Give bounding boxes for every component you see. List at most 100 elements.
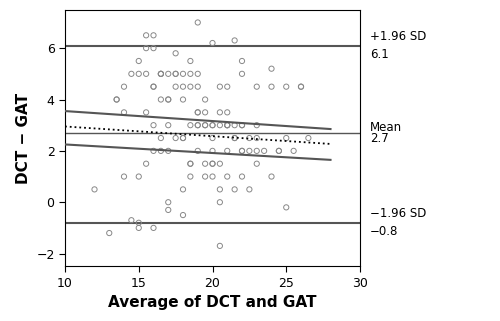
X-axis label: Average of DCT and GAT: Average of DCT and GAT (108, 295, 317, 310)
Point (128, 218, 136, 223)
Point (186, 161, 194, 166)
Point (179, 97, 187, 102)
Point (164, 97, 172, 102)
Point (135, 71, 143, 76)
Point (164, 71, 172, 76)
Point (157, 97, 165, 102)
Point (128, 71, 136, 76)
Point (216, 123, 224, 128)
Point (246, 148, 254, 153)
Point (186, 123, 194, 128)
Point (223, 110, 231, 115)
Point (304, 135, 312, 141)
Point (208, 161, 216, 166)
Point (290, 148, 298, 153)
Point (201, 97, 209, 102)
Point (150, 123, 158, 128)
Point (230, 135, 238, 141)
Point (135, 220, 143, 225)
Point (179, 213, 187, 218)
Point (208, 40, 216, 46)
Point (223, 123, 231, 128)
Point (216, 161, 224, 166)
Point (216, 243, 224, 248)
Point (194, 148, 202, 153)
Point (252, 148, 261, 153)
Point (150, 225, 158, 230)
Point (246, 135, 254, 141)
Point (252, 84, 261, 89)
Point (120, 110, 128, 115)
Text: Mean: Mean (370, 121, 402, 134)
Point (275, 148, 283, 153)
Point (223, 148, 231, 153)
Point (194, 84, 202, 89)
Text: 2.7: 2.7 (370, 132, 389, 145)
Point (179, 84, 187, 89)
Point (268, 174, 276, 179)
Point (164, 148, 172, 153)
Point (223, 84, 231, 89)
Point (260, 148, 268, 153)
Point (238, 58, 246, 64)
Point (164, 123, 172, 128)
Point (135, 174, 143, 179)
Point (208, 161, 216, 166)
Point (297, 84, 305, 89)
Point (216, 84, 224, 89)
Point (142, 110, 150, 115)
Point (252, 123, 261, 128)
Point (194, 110, 202, 115)
Point (164, 97, 172, 102)
Point (120, 174, 128, 179)
Text: 6.1: 6.1 (370, 48, 389, 61)
Text: −1.96 SD: −1.96 SD (370, 207, 426, 220)
Point (223, 123, 231, 128)
Point (238, 174, 246, 179)
Point (268, 84, 276, 89)
Text: +1.96 SD: +1.96 SD (370, 30, 426, 43)
Point (172, 71, 179, 76)
Point (179, 187, 187, 192)
Point (208, 174, 216, 179)
Point (157, 71, 165, 76)
Point (194, 20, 202, 25)
Point (208, 123, 216, 128)
Point (201, 110, 209, 115)
Point (179, 71, 187, 76)
Point (201, 161, 209, 166)
Point (179, 135, 187, 141)
Point (216, 200, 224, 205)
Point (120, 84, 128, 89)
Point (157, 148, 165, 153)
Point (112, 97, 120, 102)
Point (186, 58, 194, 64)
Point (282, 84, 290, 89)
Point (150, 33, 158, 38)
Point (238, 123, 246, 128)
Point (157, 71, 165, 76)
Point (135, 225, 143, 230)
Point (179, 135, 187, 141)
Point (230, 123, 238, 128)
Point (112, 97, 120, 102)
Point (186, 71, 194, 76)
Point (172, 51, 179, 56)
Point (201, 123, 209, 128)
Point (268, 66, 276, 71)
Point (164, 207, 172, 213)
Point (297, 84, 305, 89)
Point (164, 200, 172, 205)
Text: −0.8: −0.8 (370, 225, 398, 238)
Point (150, 46, 158, 51)
Point (90, 187, 98, 192)
Point (230, 135, 238, 141)
Point (142, 33, 150, 38)
Point (186, 84, 194, 89)
Point (230, 38, 238, 43)
Point (208, 148, 216, 153)
Point (238, 71, 246, 76)
Point (186, 161, 194, 166)
Point (172, 84, 179, 89)
Point (208, 135, 216, 141)
